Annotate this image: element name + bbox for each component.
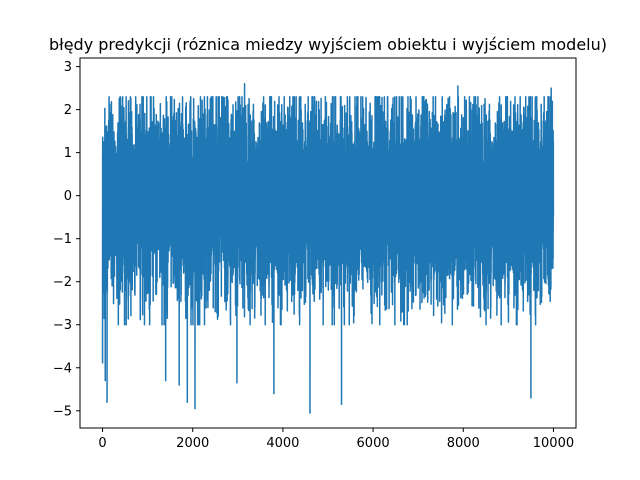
y-tick-label: −2 [53, 275, 72, 290]
plot-frame [79, 57, 577, 429]
series-line [101, 83, 555, 414]
x-tick-label: 0 [98, 436, 106, 451]
y-tick-label: −3 [53, 318, 72, 333]
x-tick-label: 2000 [176, 436, 209, 451]
y-tick-label: 3 [64, 60, 72, 75]
y-tick-label: −4 [53, 361, 72, 376]
x-tick-label: 10000 [533, 436, 574, 451]
y-tick-label: −5 [53, 404, 72, 419]
y-tick-label: −1 [53, 232, 72, 247]
y-tick-label: 0 [64, 189, 72, 204]
chart-title: błędy predykcji (róznica miedzy wyjściem… [49, 35, 607, 54]
x-tick-label: 4000 [266, 436, 299, 451]
y-tick-label: 1 [64, 146, 72, 161]
x-tick-label: 6000 [357, 436, 390, 451]
y-tick-label: 2 [64, 103, 72, 118]
x-tick-label: 8000 [447, 436, 480, 451]
